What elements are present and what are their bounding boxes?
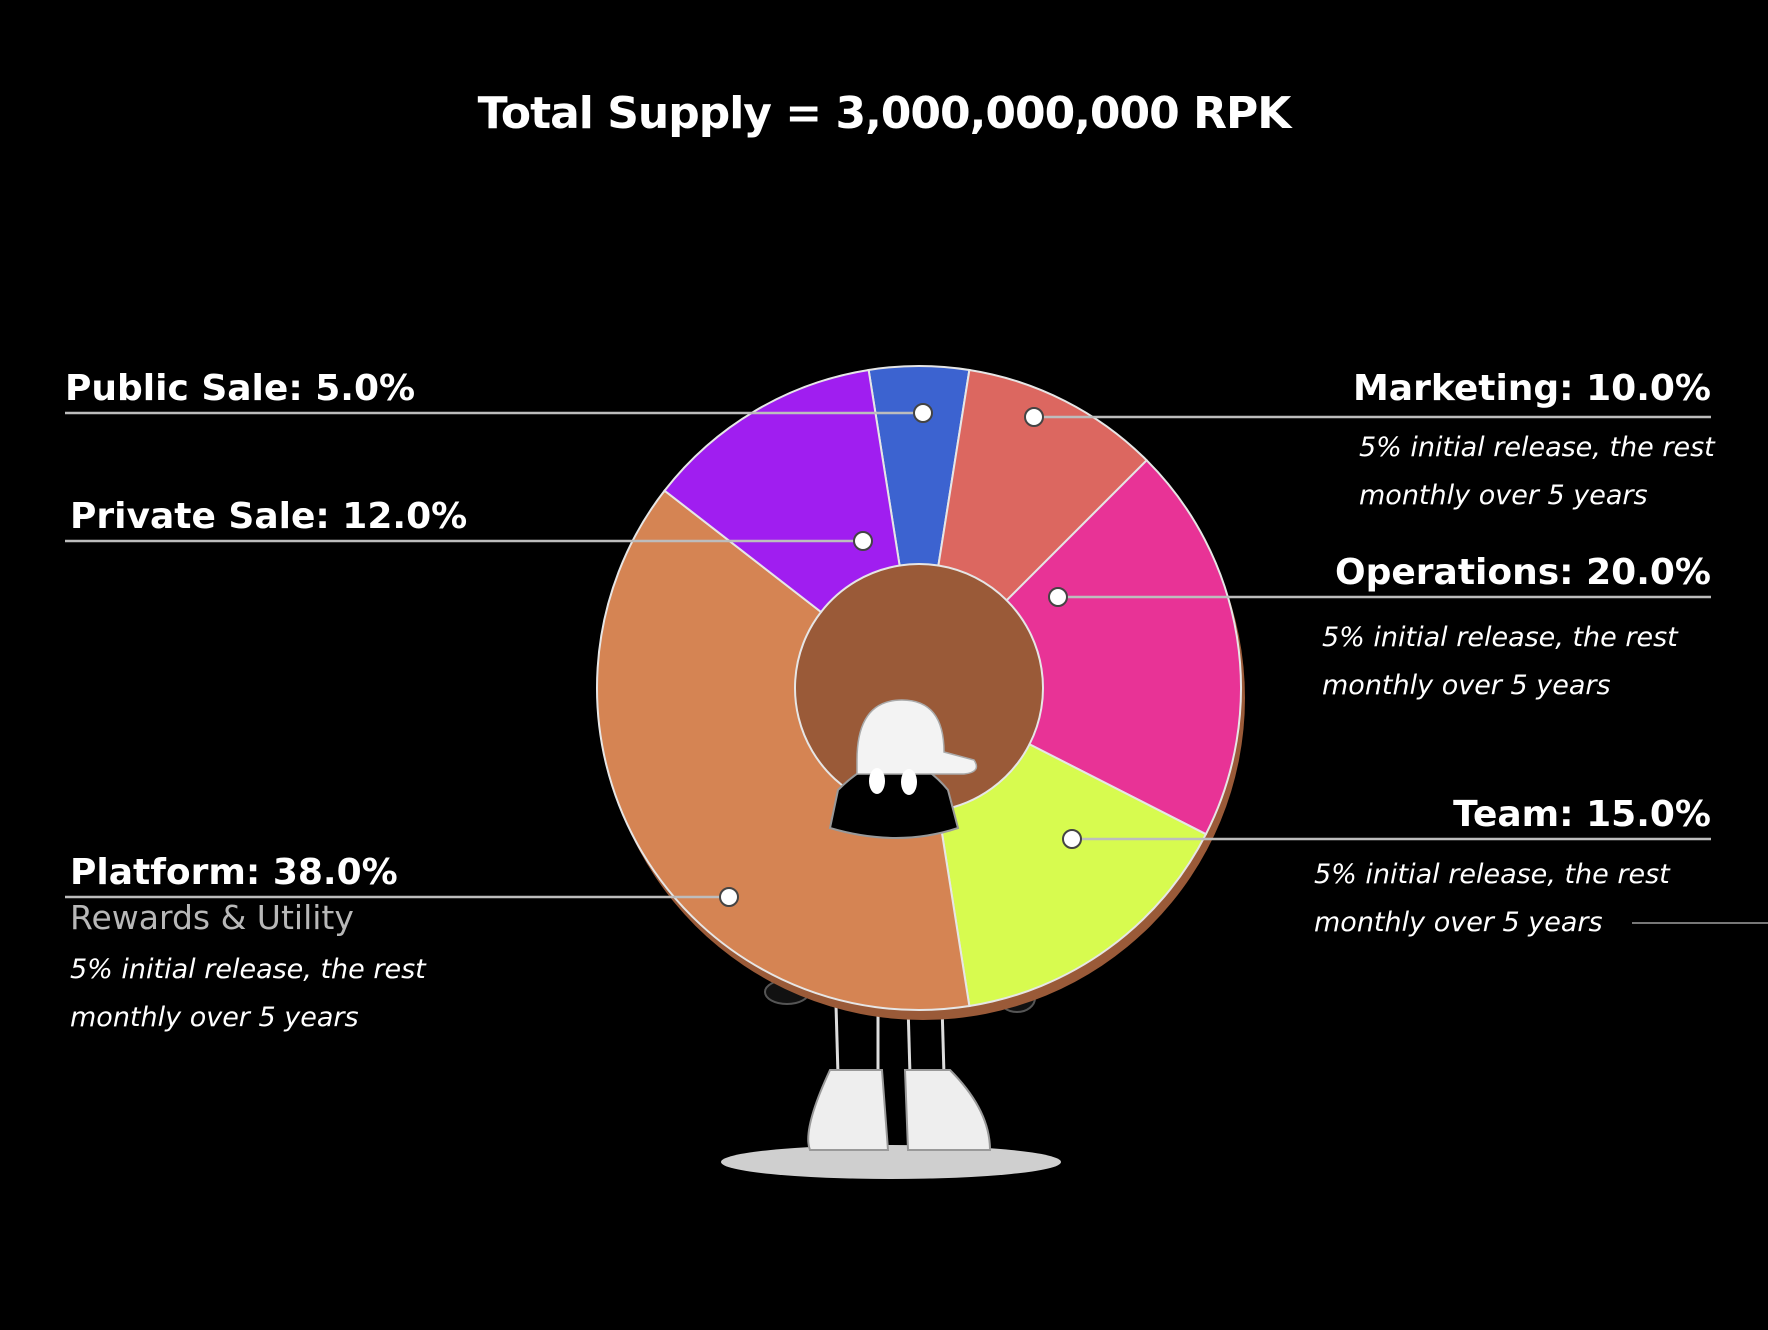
- mascot-head: [828, 699, 978, 839]
- chart-title: Total Supply = 3,000,000,000 RPK: [477, 88, 1292, 139]
- label-operations: Operations: 20.0%: [1335, 552, 1711, 593]
- note-operations-line2: monthly over 5 years: [1322, 670, 1611, 701]
- slice-platform[interactable]: [596, 489, 971, 1011]
- note-marketing-line2: monthly over 5 years: [1359, 480, 1648, 511]
- mascot-shadow: [721, 1145, 1061, 1179]
- leader-dot-marketing: [1024, 407, 1044, 427]
- left-shoe: [807, 1069, 890, 1151]
- note-platform-line2: monthly over 5 years: [70, 1002, 359, 1033]
- label-platform: Platform: 38.0%: [70, 852, 398, 893]
- label-private-sale: Private Sale: 12.0%: [70, 496, 468, 537]
- label-team: Team: 15.0%: [1453, 794, 1711, 835]
- note-team-line1: 5% initial release, the rest: [1314, 859, 1670, 890]
- note-platform-line1: 5% initial release, the rest: [70, 954, 426, 985]
- slice-marketing[interactable]: [937, 368, 1149, 602]
- slice-private-sale[interactable]: [663, 368, 901, 614]
- label-platform-subtitle: Rewards & Utility: [70, 898, 354, 937]
- note-operations-line1: 5% initial release, the rest: [1322, 622, 1678, 653]
- label-marketing: Marketing: 10.0%: [1352, 368, 1711, 409]
- label-public-sale: Public Sale: 5.0%: [65, 368, 416, 409]
- leader-dot-team: [1062, 829, 1082, 849]
- right-shoe: [903, 1069, 992, 1151]
- slice-team[interactable]: [937, 742, 1208, 1008]
- cap: [856, 699, 978, 775]
- leader-dot-private-sale: [853, 531, 873, 551]
- note-marketing-line1: 5% initial release, the rest: [1359, 432, 1715, 463]
- leader-dot-platform: [719, 887, 739, 907]
- leader-dot-public-sale: [913, 403, 933, 423]
- slice-operations[interactable]: [1005, 458, 1242, 836]
- note-team-line2: monthly over 5 years: [1314, 907, 1603, 938]
- leader-dot-operations: [1048, 587, 1068, 607]
